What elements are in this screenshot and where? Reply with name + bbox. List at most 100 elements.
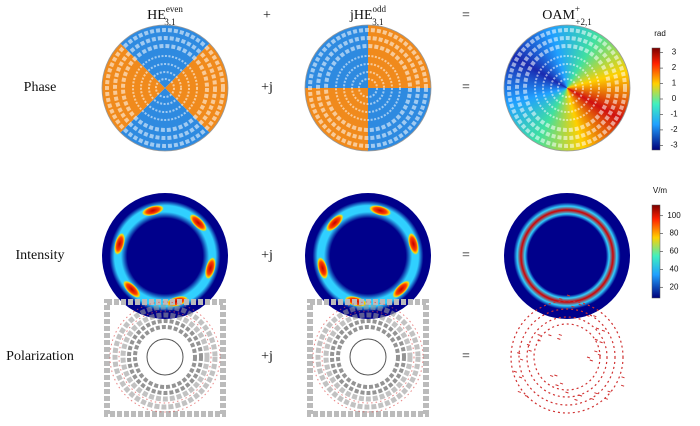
- header-sub: +2,1: [575, 17, 591, 27]
- intensity-lobe: [368, 204, 392, 217]
- intensity-disk: [504, 193, 630, 319]
- field-arrow: [594, 392, 598, 395]
- intensity-lobe: [392, 280, 411, 299]
- field-arrow: [528, 349, 532, 352]
- field-arrow: [589, 359, 593, 362]
- mesh-ring: [315, 304, 421, 410]
- field-arrow: [518, 376, 523, 379]
- field-arrows: [533, 323, 601, 391]
- disk-outline: [503, 24, 631, 152]
- header-base: OAM: [542, 8, 575, 23]
- field-arrow: [555, 384, 559, 387]
- phase-sector: [102, 43, 165, 133]
- mesh-ring: [534, 55, 600, 121]
- intensity-lobe: [204, 256, 217, 280]
- mesh-ring: [358, 78, 378, 98]
- header-sup: +: [575, 4, 580, 14]
- field-arrows: [526, 316, 608, 398]
- row-operator: +j: [261, 248, 273, 263]
- header-operator: =: [462, 8, 470, 23]
- field-arrow: [566, 294, 571, 297]
- field-arrow: [517, 352, 521, 355]
- mesh-ring: [323, 312, 413, 402]
- field-arrow: [586, 356, 591, 359]
- field-arrow: [594, 338, 598, 341]
- intensity-lobe: [325, 213, 344, 232]
- field-arrow: [571, 305, 575, 308]
- field-arrow: [537, 339, 541, 342]
- header-operator: +: [263, 8, 271, 23]
- field-arrow: [557, 337, 561, 340]
- mesh-ring: [112, 304, 218, 410]
- header-sub: 3,1: [372, 17, 383, 27]
- colorbar-tick-label: 80: [670, 229, 679, 238]
- mesh-ring: [523, 44, 611, 132]
- mesh-ring: [557, 78, 577, 98]
- intensity-lobe: [141, 204, 165, 217]
- field-arrow: [565, 391, 569, 394]
- colorbar-tick-label: 20: [670, 282, 679, 291]
- core: [146, 338, 184, 376]
- field-arrow: [526, 343, 531, 346]
- mesh-ring: [316, 36, 420, 140]
- row-operator: +j: [261, 349, 273, 364]
- intensity-lobe: [316, 256, 329, 280]
- field-arrow: [578, 303, 582, 306]
- colorbar-unit: rad: [654, 29, 666, 38]
- intensity-lobe: [113, 232, 126, 256]
- colorbar: [651, 47, 661, 151]
- field-arrow: [621, 376, 625, 379]
- mesh-ring: [335, 55, 401, 121]
- mesh-ring: [133, 325, 197, 389]
- column-header: OAM+ +2,1: [542, 4, 591, 27]
- intensity-lobe: [189, 213, 208, 232]
- header-sup: even: [166, 4, 183, 14]
- field-arrows: [109, 301, 221, 413]
- colorbar-tick-label: 3: [672, 48, 677, 57]
- column-header: jHEodd 3,1: [349, 4, 387, 27]
- field-arrow: [601, 329, 606, 332]
- mesh-ring: [113, 36, 217, 140]
- colorbar-tick-label: 100: [667, 211, 681, 220]
- field-arrow: [593, 315, 597, 318]
- mesh-ring: [132, 55, 198, 121]
- field-arrow: [559, 382, 564, 385]
- mesh-ring: [507, 28, 627, 148]
- poly-frame: [104, 299, 226, 417]
- row-label: Intensity: [16, 248, 65, 263]
- mesh-ring: [324, 44, 412, 132]
- colorbar-tick-label: 1: [672, 79, 677, 88]
- mesh-ring: [351, 71, 385, 105]
- field-arrow: [590, 398, 595, 401]
- row-operator: =: [462, 349, 470, 364]
- phase-sector: [368, 88, 431, 151]
- disk-outline: [304, 24, 432, 152]
- disk-outline: [101, 24, 229, 152]
- field-arrow: [594, 350, 598, 353]
- field-arrows: [510, 300, 624, 414]
- header-sup: odd: [373, 4, 387, 14]
- field-arrow: [548, 334, 552, 337]
- colorbar-tick-label: -3: [670, 140, 678, 149]
- mesh-ring: [515, 36, 619, 140]
- row-label: Phase: [24, 80, 57, 95]
- field-arrows: [118, 310, 212, 404]
- mesh-ring: [550, 71, 584, 105]
- row-operator: =: [462, 80, 470, 95]
- field-arrow: [537, 334, 541, 336]
- intensity-lobe: [407, 232, 420, 256]
- colorbar-tick-label: 0: [672, 94, 677, 103]
- poly-frame: [307, 299, 429, 417]
- field-arrow: [559, 298, 563, 300]
- field-arrow: [586, 314, 590, 317]
- field-arrows: [312, 301, 424, 413]
- mesh-ring: [336, 325, 400, 389]
- row-label: Polarization: [6, 349, 74, 364]
- header-base: HE: [147, 8, 166, 23]
- colorbar-tick-label: 40: [670, 264, 679, 273]
- field-arrow: [549, 374, 554, 377]
- field-arrow: [574, 398, 578, 401]
- row-operator: =: [462, 248, 470, 263]
- field-arrow: [604, 397, 608, 400]
